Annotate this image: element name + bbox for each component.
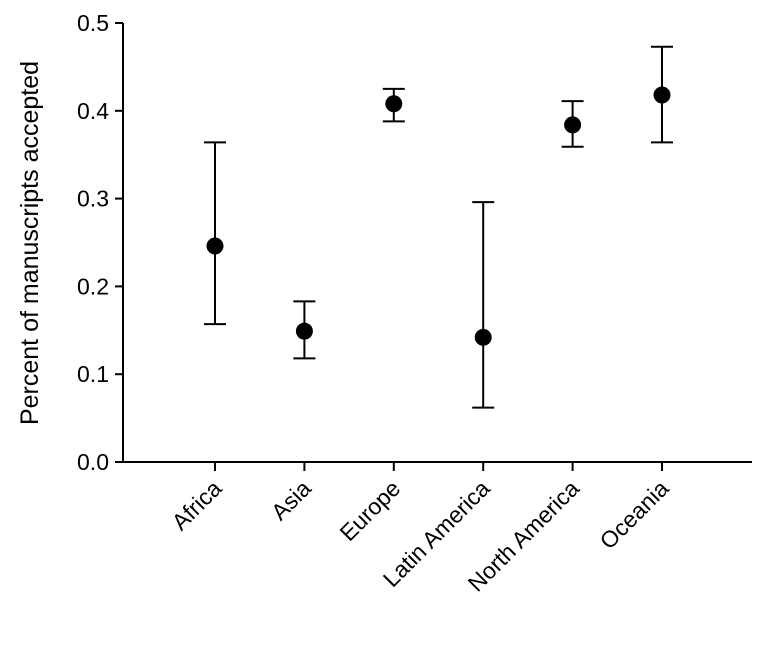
data-point-group <box>561 100 584 148</box>
x-tick-label: Asia <box>266 475 316 525</box>
y-tick-label: 0.5 <box>77 10 109 36</box>
data-point <box>653 86 671 104</box>
data-point-group <box>382 87 405 123</box>
axes <box>122 23 752 463</box>
y-tick-label: 0.1 <box>77 361 109 387</box>
data-point-group <box>651 45 673 144</box>
y-axis-label: Percent of manuscripts accepted <box>16 61 44 425</box>
data-point-group <box>204 141 226 326</box>
x-tick-label: Oceania <box>595 475 674 554</box>
y-tick-label: 0.2 <box>77 273 109 299</box>
data-point <box>564 116 582 134</box>
x-tick-label: Europe <box>335 475 406 546</box>
data-point <box>295 322 313 340</box>
data-point <box>206 237 224 255</box>
data-point <box>385 95 403 113</box>
x-tick-label: Africa <box>167 475 227 535</box>
y-tick-label: 0.3 <box>77 186 109 212</box>
data-points <box>204 45 673 409</box>
y-ticks: 0.0 0.1 0.2 0.3 0.4 0.5 <box>77 10 123 475</box>
y-tick-label: 0.0 <box>77 449 109 475</box>
data-point-group <box>293 300 316 360</box>
y-tick-label: 0.4 <box>77 98 109 124</box>
data-point-group <box>472 201 495 409</box>
data-point <box>474 328 492 346</box>
